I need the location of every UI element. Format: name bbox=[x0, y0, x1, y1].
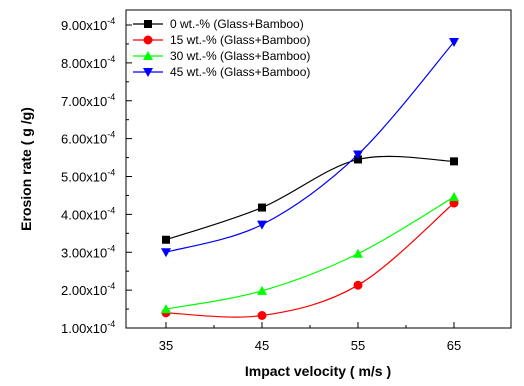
axes: 1.00x10-4 2.00x10-4 3.00x10-4 4.00x10-4 5.00… bbox=[61, 16, 461, 353]
x-tick-label: 35 bbox=[159, 338, 173, 353]
series-2-point bbox=[449, 191, 459, 201]
legend-marker bbox=[143, 68, 153, 77]
y-tick-label: 5.00x10-4 bbox=[61, 168, 115, 185]
series-line-3 bbox=[165, 41, 455, 253]
plot-frame bbox=[125, 9, 512, 329]
series-2-point bbox=[161, 304, 171, 314]
series-3-point bbox=[449, 38, 459, 48]
series-0-point bbox=[450, 157, 458, 166]
legend-marker bbox=[143, 35, 153, 45]
legend-label: 15 wt.-% (Glass+Bamboo) bbox=[170, 33, 310, 47]
series-3-point bbox=[257, 220, 267, 230]
y-axis-title: Erosion rate ( g /g) bbox=[18, 107, 34, 231]
legend-marker bbox=[144, 20, 152, 28]
legend-marker bbox=[143, 51, 153, 60]
series-line-1 bbox=[165, 202, 455, 318]
legend-label: 0 wt.-% (Glass+Bamboo) bbox=[170, 17, 304, 31]
y-tick-label: 3.00x10-4 bbox=[61, 243, 115, 260]
series-3-point bbox=[161, 248, 171, 258]
series-layer bbox=[161, 38, 459, 321]
y-tick-label: 2.00x10-4 bbox=[61, 281, 115, 298]
series-line-0 bbox=[165, 155, 455, 241]
y-tick-label: 1.00x10-4 bbox=[61, 319, 115, 336]
x-axis-title: Impact velocity ( m/s ) bbox=[245, 363, 391, 379]
series-line-2 bbox=[165, 196, 455, 310]
x-tick-label: 45 bbox=[255, 338, 269, 353]
series-0-point bbox=[162, 235, 170, 244]
x-tick-label: 65 bbox=[447, 338, 461, 353]
legend: 0 wt.-% (Glass+Bamboo) 15 wt.-% (Glass+Ba… bbox=[133, 17, 310, 79]
y-tick-label: 7.00x10-4 bbox=[61, 92, 115, 109]
series-2-point bbox=[257, 285, 267, 295]
y-tick-label: 8.00x10-4 bbox=[61, 54, 115, 71]
y-tick-label: 4.00x10-4 bbox=[61, 205, 115, 222]
series-2-point bbox=[353, 248, 363, 258]
series-0-point bbox=[258, 203, 266, 212]
x-tick-label: 55 bbox=[351, 338, 365, 353]
legend-label: 45 wt.-% (Glass+Bamboo) bbox=[170, 65, 310, 79]
series-3-point bbox=[353, 150, 363, 160]
legend-label: 30 wt.-% (Glass+Bamboo) bbox=[170, 49, 310, 63]
series-1-point bbox=[353, 280, 363, 290]
series-1-point bbox=[257, 311, 267, 321]
y-tick-label: 6.00x10-4 bbox=[61, 130, 115, 147]
y-tick-label: 9.00x10-4 bbox=[61, 16, 115, 33]
